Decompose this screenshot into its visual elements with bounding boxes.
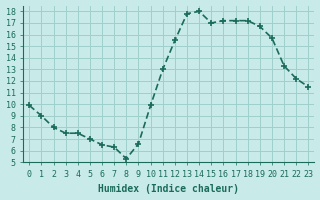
X-axis label: Humidex (Indice chaleur): Humidex (Indice chaleur) xyxy=(98,184,239,194)
